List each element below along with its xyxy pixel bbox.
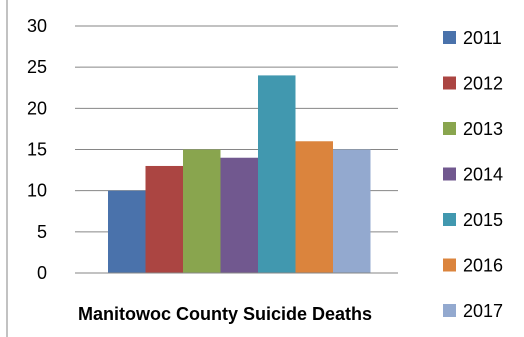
y-axis-ticks: 0 5 10 15 20 25 30 xyxy=(27,16,47,283)
bar-2011 xyxy=(108,190,146,273)
bar-2016 xyxy=(295,141,333,273)
legend-swatch-2012 xyxy=(443,76,456,90)
y-tick-label: 20 xyxy=(27,98,47,118)
legend-swatch-2017 xyxy=(443,304,456,317)
legend-label-2017: 2017 xyxy=(463,301,503,321)
legend-swatch-2016 xyxy=(443,258,456,272)
legend-label-2015: 2015 xyxy=(463,210,503,230)
legend-swatch-2011 xyxy=(443,31,456,44)
legend-label-2016: 2016 xyxy=(463,256,503,276)
y-tick-label: 10 xyxy=(27,181,47,201)
legend-label-2014: 2014 xyxy=(463,165,503,185)
x-axis-label: Manitowoc County Suicide Deaths xyxy=(78,304,372,324)
bar-2015 xyxy=(258,75,296,274)
legend-label-2012: 2012 xyxy=(463,74,503,94)
bar-2017 xyxy=(333,149,371,273)
bar-2012 xyxy=(145,165,183,273)
legend-label-2013: 2013 xyxy=(463,119,503,139)
bar-2013 xyxy=(183,149,221,273)
y-tick-label: 25 xyxy=(27,57,47,77)
y-tick-label: 15 xyxy=(27,140,47,160)
legend-swatch-2015 xyxy=(443,213,456,226)
legend-swatch-2013 xyxy=(443,122,456,135)
legend-swatch-2014 xyxy=(443,167,456,181)
legend-label-2011: 2011 xyxy=(463,28,502,48)
legend: 2011 2012 2013 2014 2015 2016 2017 xyxy=(443,28,503,321)
y-tick-label: 5 xyxy=(37,222,47,242)
y-tick-label: 30 xyxy=(27,16,47,36)
y-tick-label: 0 xyxy=(37,263,47,283)
bars xyxy=(108,75,371,274)
bar-2014 xyxy=(220,157,258,273)
